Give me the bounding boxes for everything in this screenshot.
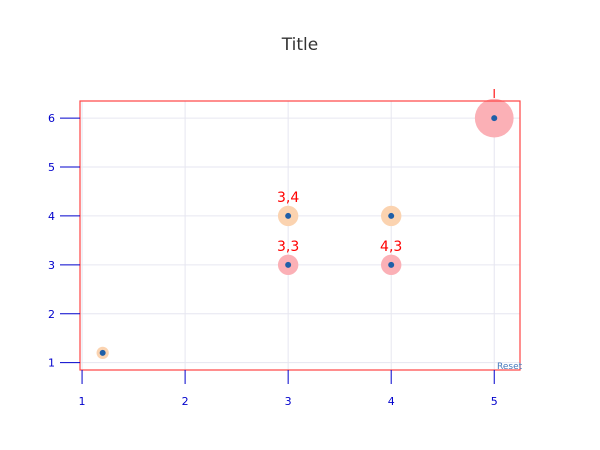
data-label: 4,3 [380,239,402,255]
axes: 1 2 3 4 5 1 2 3 4 5 6 [48,112,498,408]
grid [80,101,520,370]
data-point[interactable] [285,261,292,268]
bubbles [96,98,514,360]
x-tick-label: 4 [388,395,395,408]
data-point[interactable] [285,212,292,219]
chart-title: Title [281,35,318,55]
x-tick-label: 5 [491,395,498,408]
data-label: 3,4 [277,190,299,206]
x-tick-label: 3 [285,395,292,408]
y-tick-label: 6 [48,112,55,125]
y-tick-label: 2 [48,308,55,321]
plot-frame [79,100,521,371]
data-labels: 3,3 3,4 4,3 [277,190,402,255]
x-tick-label: 2 [182,395,189,408]
reset-button[interactable]: Reset [497,362,523,372]
data-point[interactable] [491,115,498,122]
data-label: 3,3 [277,239,299,255]
y-tick-label: 1 [48,357,55,370]
data-point[interactable] [99,349,106,356]
data-point[interactable] [388,212,395,219]
y-tick-label: 5 [48,161,55,174]
y-tick-label: 4 [48,210,55,223]
x-tick-label: 1 [79,395,86,408]
markers [99,115,498,356]
y-tick-label: 3 [48,259,55,272]
data-point[interactable] [388,261,395,268]
